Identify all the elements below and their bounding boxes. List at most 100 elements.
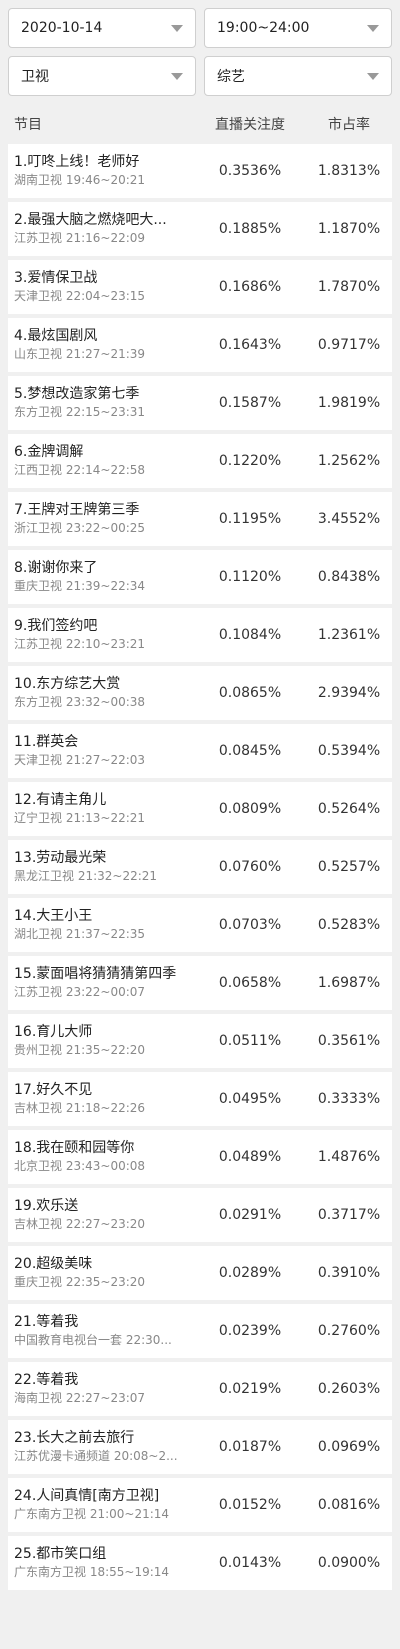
program-title: 25.都市笑口组 — [14, 1546, 107, 1562]
program-channel-time: 江苏优漫卡通频道 20:08~2... — [14, 1449, 178, 1463]
market-share-value: 0.5264% — [317, 801, 381, 817]
market-share-value: 0.5283% — [317, 917, 381, 933]
program-info: 13.劳动最光荣 黑龙江卫视 21:32~22:21 — [8, 849, 194, 885]
program-title: 7.王牌对王牌第三季 — [14, 502, 140, 518]
program-title: 14.大王小王 — [14, 908, 93, 924]
live-attention-value: 0.0495% — [218, 1091, 282, 1107]
program-channel-time: 湖南卫视 19:46~20:21 — [14, 173, 146, 187]
program-title: 17.好久不见 — [14, 1082, 93, 1098]
channel-type-select[interactable]: 卫视 — [8, 56, 196, 96]
table-row[interactable]: 12.有请主角儿 辽宁卫视 21:13~22:21 0.0809% 0.5264% — [8, 782, 392, 836]
program-title: 23.长大之前去旅行 — [14, 1430, 135, 1446]
table-row[interactable]: 25.都市笑口组 广东南方卫视 18:55~19:14 0.0143% 0.0900% — [8, 1536, 392, 1590]
table-row[interactable]: 4.最炫国剧风 山东卫视 21:27~21:39 0.1643% 0.9717% — [8, 318, 392, 372]
live-attention-value: 0.1587% — [218, 395, 282, 411]
program-channel-time: 东方卫视 23:32~00:38 — [14, 695, 146, 709]
table-row[interactable]: 13.劳动最光荣 黑龙江卫视 21:32~22:21 0.0760% 0.5257% — [8, 840, 392, 894]
market-share-value: 1.2562% — [317, 453, 381, 469]
live-attention-value: 0.0865% — [218, 685, 282, 701]
date-select[interactable]: 2020-10-14 — [8, 8, 196, 48]
table-row[interactable]: 20.超级美味 重庆卫视 22:35~23:20 0.0289% 0.3910% — [8, 1246, 392, 1300]
table-row[interactable]: 8.谢谢你来了 重庆卫视 21:39~22:34 0.1120% 0.8438% — [8, 550, 392, 604]
chevron-down-icon — [171, 24, 183, 32]
program-title: 5.梦想改造家第七季 — [14, 386, 140, 402]
table-row[interactable]: 10.东方综艺大赏 东方卫视 23:32~00:38 0.0865% 2.9394% — [8, 666, 392, 720]
program-channel-time: 天津卫视 22:04~23:15 — [14, 289, 146, 303]
table-row[interactable]: 16.育儿大师 贵州卫视 21:35~22:20 0.0511% 0.3561% — [8, 1014, 392, 1068]
market-share-value: 0.8438% — [317, 569, 381, 585]
program-channel-time: 海南卫视 22:27~23:07 — [14, 1391, 146, 1405]
table-row[interactable]: 22.等着我 海南卫视 22:27~23:07 0.0219% 0.2603% — [8, 1362, 392, 1416]
table-row[interactable]: 19.欢乐送 吉林卫视 22:27~23:20 0.0291% 0.3717% — [8, 1188, 392, 1242]
genre-select-value: 综艺 — [217, 69, 245, 85]
table-header: 节目 直播关注度 市占率 — [0, 104, 400, 144]
program-info: 25.都市笑口组 广东南方卫视 18:55~19:14 — [8, 1545, 194, 1581]
time-range-select[interactable]: 19:00~24:00 — [204, 8, 392, 48]
program-title: 1.叮咚上线！老师好 — [14, 154, 140, 170]
market-share-value: 1.1870% — [317, 221, 381, 237]
genre-select[interactable]: 综艺 — [204, 56, 392, 96]
channel-type-select-value: 卫视 — [21, 69, 49, 85]
program-title: 24.人间真情[南方卫视] — [14, 1488, 160, 1504]
table-row[interactable]: 2.最强大脑之燃烧吧大... 江苏卫视 21:16~22:09 0.1885% 1.1… — [8, 202, 392, 256]
program-title: 9.我们签约吧 — [14, 618, 98, 634]
program-info: 15.蒙面唱将猜猜猜第四季 江苏卫视 23:22~00:07 — [8, 965, 194, 1001]
header-live-attention[interactable]: 直播关注度 — [215, 117, 285, 133]
market-share-value: 0.5257% — [317, 859, 381, 875]
table-row[interactable]: 5.梦想改造家第七季 东方卫视 22:15~23:31 0.1587% 1.9819% — [8, 376, 392, 430]
live-attention-value: 0.0143% — [218, 1555, 282, 1571]
market-share-value: 1.2361% — [317, 627, 381, 643]
live-attention-value: 0.1084% — [218, 627, 282, 643]
table-row[interactable]: 23.长大之前去旅行 江苏优漫卡通频道 20:08~2... 0.0187% 0.09… — [8, 1420, 392, 1474]
live-attention-value: 0.0219% — [218, 1381, 282, 1397]
live-attention-value: 0.3536% — [218, 163, 282, 179]
live-attention-value: 0.1220% — [218, 453, 282, 469]
program-info: 10.东方综艺大赏 东方卫视 23:32~00:38 — [8, 675, 194, 711]
program-info: 22.等着我 海南卫视 22:27~23:07 — [8, 1371, 194, 1407]
program-channel-time: 湖北卫视 21:37~22:35 — [14, 927, 146, 941]
table-row[interactable]: 7.王牌对王牌第三季 浙江卫视 23:22~00:25 0.1195% 3.4552% — [8, 492, 392, 546]
filter-panel: 2020-10-14 19:00~24:00 卫视 综艺 — [0, 0, 400, 96]
table-row[interactable]: 9.我们签约吧 江苏卫视 22:10~23:21 0.1084% 1.2361% — [8, 608, 392, 662]
live-attention-value: 0.0703% — [218, 917, 282, 933]
program-title: 18.我在颐和园等你 — [14, 1140, 135, 1156]
program-title: 6.金牌调解 — [14, 444, 84, 460]
table-row[interactable]: 17.好久不见吉林卫视 21:18~22:26 0.0495% 0.3333% — [8, 1072, 392, 1126]
program-title: 12.有请主角儿 — [14, 792, 107, 808]
live-attention-value: 0.1120% — [218, 569, 282, 585]
market-share-value: 1.4876% — [317, 1149, 381, 1165]
market-share-value: 0.3561% — [317, 1033, 381, 1049]
program-info: 6.金牌调解 江西卫视 22:14~22:58 — [8, 443, 194, 479]
table-row[interactable]: 6.金牌调解 江西卫视 22:14~22:58 0.1220% 1.2562% — [8, 434, 392, 488]
live-attention-value: 0.1643% — [218, 337, 282, 353]
program-channel-time: 天津卫视 21:27~22:03 — [14, 753, 146, 767]
program-info: 2.最强大脑之燃烧吧大... 江苏卫视 21:16~22:09 — [8, 211, 194, 247]
table-row[interactable]: 11.群英会 天津卫视 21:27~22:03 0.0845% 0.5394% — [8, 724, 392, 778]
program-title: 2.最强大脑之燃烧吧大... — [14, 212, 167, 228]
table-row[interactable]: 18.我在颐和园等你 北京卫视 23:43~00:08 0.0489% 1.4876% — [8, 1130, 392, 1184]
table-row[interactable]: 24.人间真情[南方卫视] 广东南方卫视 21:00~21:14 0.0152% 0.… — [8, 1478, 392, 1532]
program-title: 16.育儿大师 — [14, 1024, 93, 1040]
table-row[interactable]: 21.等着我 中国教育电视台一套 22:30... 0.0239% 0.2760% — [8, 1304, 392, 1358]
program-info: 21.等着我 中国教育电视台一套 22:30... — [8, 1313, 194, 1349]
program-channel-time: 重庆卫视 22:35~23:20 — [14, 1275, 146, 1289]
program-title: 15.蒙面唱将猜猜猜第四季 — [14, 966, 177, 982]
table-row[interactable]: 1.叮咚上线！老师好 湖南卫视 19:46~20:21 0.3536% 1.8313% — [8, 144, 392, 198]
market-share-value: 0.3717% — [317, 1207, 381, 1223]
table-row[interactable]: 3.爱情保卫战 天津卫视 22:04~23:15 0.1686% 1.7870% — [8, 260, 392, 314]
live-attention-value: 0.0291% — [218, 1207, 282, 1223]
program-info: 4.最炫国剧风 山东卫视 21:27~21:39 — [8, 327, 194, 363]
program-channel-time: 吉林卫视 22:27~23:20 — [14, 1217, 146, 1231]
time-range-select-value: 19:00~24:00 — [217, 20, 310, 36]
market-share-value: 1.6987% — [317, 975, 381, 991]
program-info: 20.超级美味 重庆卫视 22:35~23:20 — [8, 1255, 194, 1291]
market-share-value: 0.3333% — [317, 1091, 381, 1107]
program-info: 3.爱情保卫战 天津卫视 22:04~23:15 — [8, 269, 194, 305]
header-program: 节目 — [14, 117, 42, 133]
header-market-share[interactable]: 市占率 — [328, 117, 370, 133]
program-channel-time: 吉林卫视 21:18~22:26 — [14, 1101, 146, 1115]
table-row[interactable]: 14.大王小王湖北卫视 21:37~22:35 0.0703% 0.5283% — [8, 898, 392, 952]
program-info: 7.王牌对王牌第三季 浙江卫视 23:22~00:25 — [8, 501, 194, 537]
table-row[interactable]: 15.蒙面唱将猜猜猜第四季 江苏卫视 23:22~00:07 0.0658% 1.69… — [8, 956, 392, 1010]
program-info: 18.我在颐和园等你 北京卫视 23:43~00:08 — [8, 1139, 194, 1175]
